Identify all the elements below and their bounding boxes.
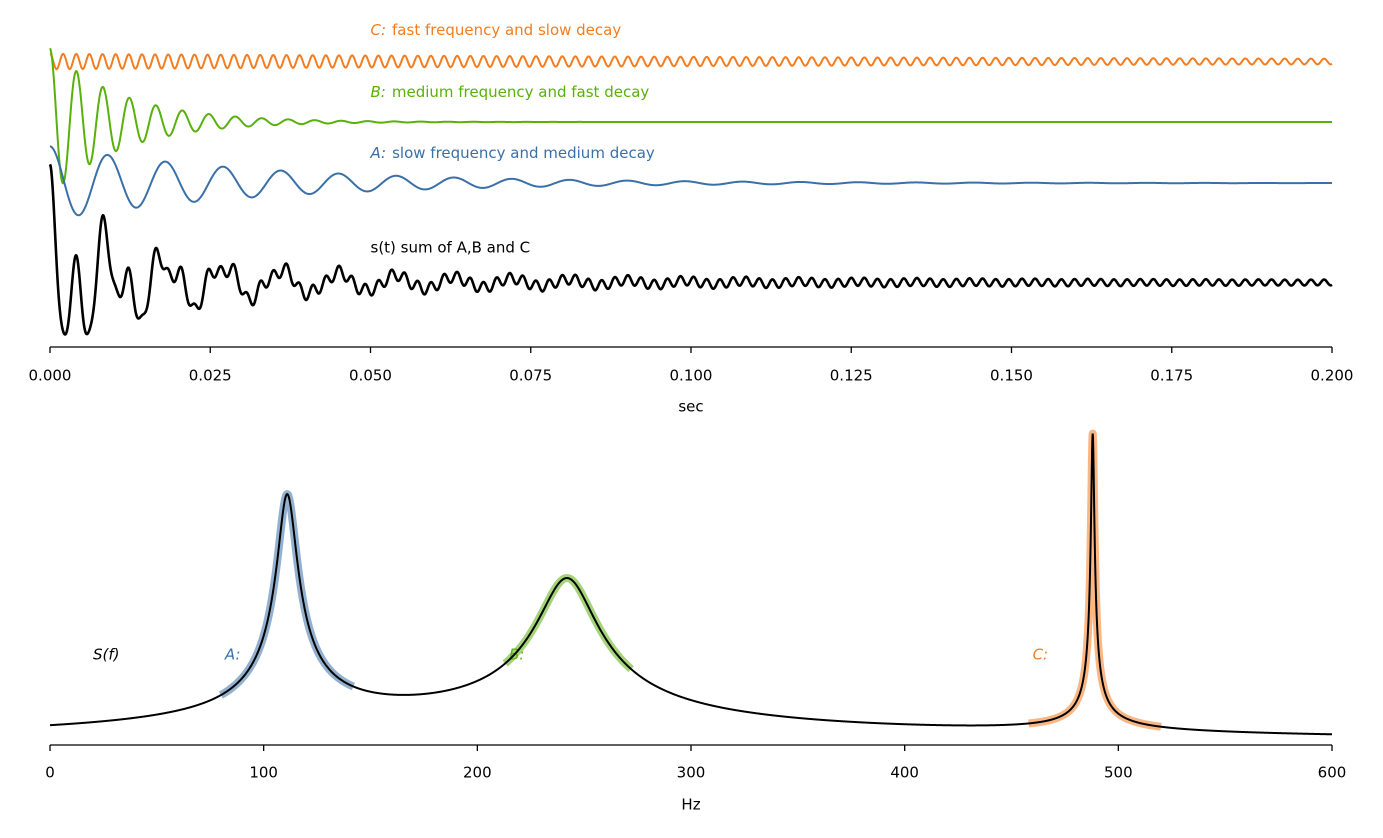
x-tick-label: 100 — [249, 764, 278, 782]
x-tick-label: 0.125 — [830, 367, 873, 385]
x-tick-label: 0.150 — [990, 367, 1033, 385]
peak-band — [217, 490, 358, 699]
signal-label: A: slow frequency and medium decay — [370, 144, 655, 162]
x-tick-label: 300 — [677, 764, 706, 782]
sum-label: s(t) sum of A,B and C — [371, 239, 531, 257]
x-tick-label: 400 — [890, 764, 919, 782]
x-tick-label: 500 — [1104, 764, 1133, 782]
x-tick-label: 0.100 — [670, 367, 713, 385]
x-tick-label: 0.050 — [349, 367, 392, 385]
sum-line — [48, 163, 1333, 336]
x-tick-label: 600 — [1318, 764, 1347, 782]
x-axis-label: sec — [678, 398, 703, 416]
signal-label: B: medium frequency and fast decay — [371, 83, 650, 101]
spectrum-line — [49, 433, 1332, 736]
x-tick-label: 0.175 — [1150, 367, 1193, 385]
signal-description: fast frequency and slow decay — [392, 21, 621, 39]
spectrum-label: S(f) — [93, 646, 120, 664]
signal-description: slow frequency and medium decay — [392, 144, 655, 162]
signal-description: medium frequency and fast decay — [392, 83, 650, 101]
x-tick-label: 0 — [45, 764, 55, 782]
signal-symbol: B: — [371, 83, 386, 101]
x-tick-label: 0.025 — [189, 367, 232, 385]
peak-label: C: — [1033, 646, 1049, 664]
x-tick-label: 200 — [463, 764, 492, 782]
signal-symbol: C: — [371, 21, 387, 39]
signal-line — [49, 145, 1332, 217]
signal-symbol: A: — [370, 144, 387, 162]
x-tick-label: 0.075 — [509, 367, 552, 385]
signal-line — [49, 52, 1333, 71]
x-tick-label: 0.000 — [29, 367, 72, 385]
peak-label: A: — [224, 646, 241, 664]
signal-label: C: fast frequency and slow decay — [371, 21, 622, 39]
peak-label: B: — [509, 646, 524, 664]
x-axis-label: Hz — [681, 796, 700, 814]
signal-line — [49, 47, 1332, 185]
x-tick-label: 0.200 — [1311, 367, 1354, 385]
